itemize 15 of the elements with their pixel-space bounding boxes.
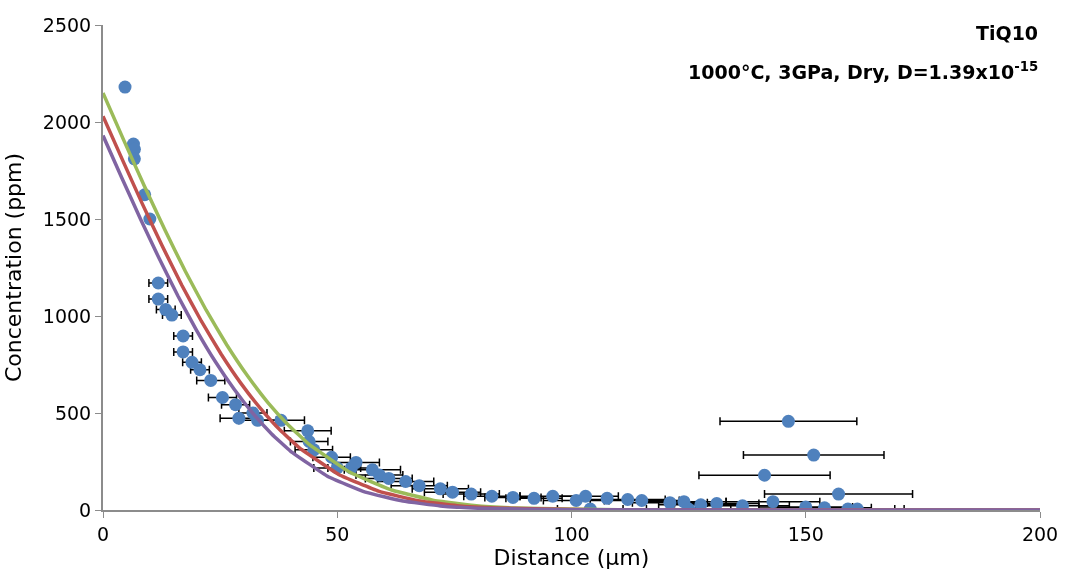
- chart-title: TiQ10: [976, 22, 1039, 44]
- y-tick-label: 2500: [42, 13, 92, 36]
- y-axis-title: Concentration (ppm): [1, 152, 27, 383]
- x-tick-label: 150: [787, 522, 824, 545]
- y-tick-label: 1000: [42, 304, 92, 327]
- y-tick-label: 1500: [42, 207, 92, 230]
- x-tick-label: 200: [1021, 522, 1059, 545]
- y-tick-label: 0: [79, 498, 92, 521]
- x-tick-label: 0: [96, 522, 110, 545]
- text: 1000°C, 3GPa, Dry, D=1.39x10$^{-15}$: [688, 59, 1039, 83]
- x-tick-label: 100: [553, 522, 590, 545]
- x-axis-title: Distance (µm): [493, 544, 650, 570]
- y-tick-label: 500: [54, 401, 92, 424]
- y-tick-label: 2000: [42, 110, 92, 133]
- x-tick-label: 50: [325, 522, 350, 545]
